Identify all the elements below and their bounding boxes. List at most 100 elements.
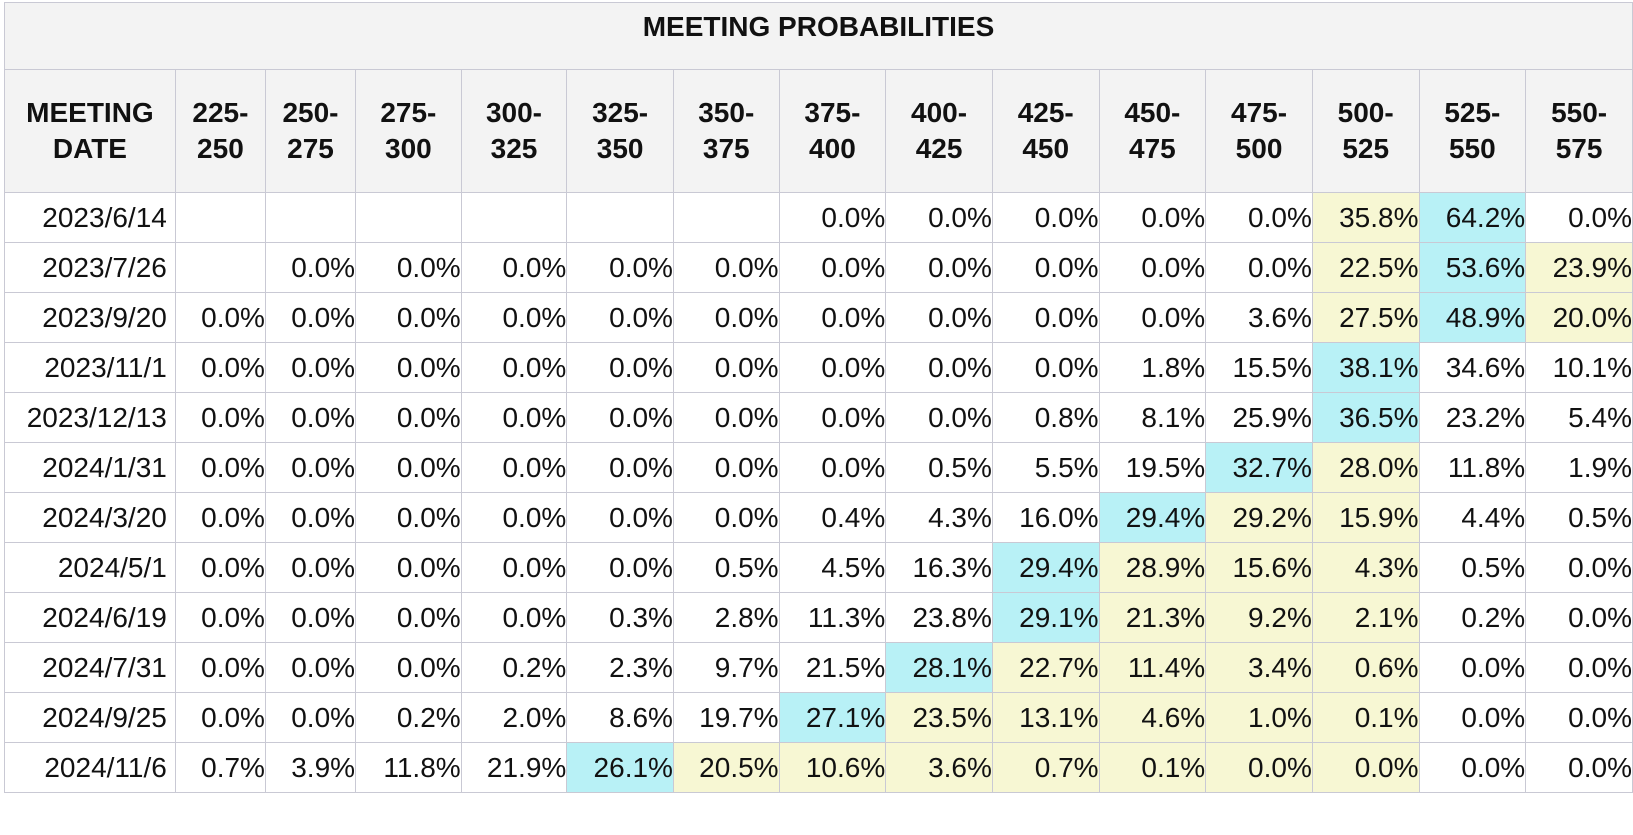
probability-cell: 0.0%	[1205, 742, 1313, 793]
probability-cell: 0.0%	[566, 242, 674, 293]
table-title: MEETING PROBABILITIES	[4, 2, 1633, 70]
probability-cell: 3.6%	[885, 742, 993, 793]
probability-cell: 0.5%	[1418, 542, 1527, 593]
column-header-range: 225- 250	[174, 69, 266, 193]
probability-cell: 0.0%	[672, 492, 780, 543]
range-label-line1: 375-	[804, 97, 861, 128]
range-label-line2: 525	[1342, 133, 1390, 164]
probability-cell: 0.0%	[885, 392, 993, 443]
probability-cell: 1.9%	[1525, 442, 1633, 493]
probability-cell	[355, 192, 462, 243]
range-label-line1: 525-	[1444, 97, 1501, 128]
range-label-line2: 300	[385, 133, 432, 164]
probability-cell: 0.0%	[1418, 742, 1527, 793]
probability-cell: 0.0%	[991, 342, 1100, 393]
probability-cell: 0.0%	[1525, 642, 1633, 693]
probability-cell: 0.0%	[566, 542, 674, 593]
probability-cell: 0.0%	[672, 292, 780, 343]
meeting-probabilities-table: MEETING PROBABILITIES MEETING DATE 225- 2…	[4, 2, 1633, 793]
probability-cell: 26.1%	[566, 742, 674, 793]
range-label-line2: 575	[1555, 133, 1603, 164]
probability-cell: 64.2%	[1418, 192, 1527, 243]
probability-cell: 0.0%	[264, 542, 357, 593]
header-label-line2: DATE	[52, 133, 127, 164]
probability-cell: 0.2%	[460, 642, 568, 693]
range-label-line1: 425-	[1017, 97, 1074, 128]
meeting-date-cell: 2023/11/1	[4, 342, 176, 393]
table-row: 2024/7/31 0.0% 0.0% 0.0% 0.2% 2.3% 9.7% 21.5% 28…	[4, 642, 1633, 693]
probability-cell: 0.0%	[174, 692, 266, 743]
table-row: 2024/1/31 0.0% 0.0% 0.0% 0.0% 0.0% 0.0% 0.0% 0.5…	[4, 442, 1633, 493]
probability-cell: 0.0%	[355, 642, 462, 693]
probability-cell: 0.0%	[778, 442, 887, 493]
table-row: 2024/6/19 0.0% 0.0% 0.0% 0.0% 0.3% 2.8% 11.3% 23…	[4, 592, 1633, 643]
probability-cell: 0.0%	[460, 392, 568, 443]
probabilities-panel: MEETING PROBABILITIES MEETING DATE 225- 2…	[4, 2, 1633, 793]
probability-cell: 0.7%	[991, 742, 1100, 793]
probability-cell: 0.0%	[991, 192, 1100, 243]
probability-cell: 0.0%	[460, 342, 568, 393]
range-label-line1: 300-	[485, 97, 542, 128]
probability-cell: 0.0%	[174, 392, 266, 443]
probability-cell: 9.2%	[1205, 592, 1313, 643]
probability-cell: 0.0%	[355, 392, 462, 443]
probability-cell: 19.7%	[672, 692, 780, 743]
meeting-date-cell: 2023/7/26	[4, 242, 176, 293]
probability-cell: 23.9%	[1525, 242, 1633, 293]
probability-cell: 0.3%	[566, 592, 674, 643]
probability-cell: 0.0%	[778, 292, 887, 343]
probability-cell: 34.6%	[1418, 342, 1527, 393]
probability-cell: 4.3%	[885, 492, 993, 543]
table-row: 2024/3/20 0.0% 0.0% 0.0% 0.0% 0.0% 0.0% 0.4% 4.3…	[4, 492, 1633, 543]
probability-cell: 28.1%	[885, 642, 993, 693]
probability-cell: 0.0%	[1311, 742, 1420, 793]
probability-cell: 0.0%	[566, 342, 674, 393]
probability-cell: 0.0%	[174, 342, 266, 393]
probability-cell: 19.5%	[1098, 442, 1207, 493]
probability-cell: 0.0%	[460, 542, 568, 593]
probability-cell: 28.9%	[1098, 542, 1207, 593]
probability-cell: 0.0%	[460, 592, 568, 643]
probability-cell: 0.0%	[1205, 242, 1313, 293]
probability-cell: 36.5%	[1311, 392, 1420, 443]
meeting-date-cell: 2024/6/19	[4, 592, 176, 643]
probability-cell: 0.0%	[264, 292, 357, 343]
probability-cell: 0.0%	[264, 492, 357, 543]
probability-cell: 15.5%	[1205, 342, 1313, 393]
probability-cell: 0.0%	[778, 192, 887, 243]
probability-cell: 0.0%	[672, 242, 780, 293]
probability-cell: 11.4%	[1098, 642, 1207, 693]
probability-cell: 0.0%	[264, 642, 357, 693]
probability-cell: 0.0%	[1525, 542, 1633, 593]
probability-cell: 8.1%	[1098, 392, 1207, 443]
probability-cell: 16.0%	[991, 492, 1100, 543]
probability-cell: 0.0%	[264, 442, 357, 493]
probability-cell: 2.8%	[672, 592, 780, 643]
column-header-range: 375- 400	[778, 69, 887, 193]
range-label-line1: 550-	[1551, 97, 1608, 128]
column-header-range: 500- 525	[1311, 69, 1420, 193]
range-label-line2: 450	[1022, 133, 1070, 164]
probability-cell: 15.9%	[1311, 492, 1420, 543]
probability-cell: 0.2%	[355, 692, 462, 743]
probability-cell: 10.6%	[778, 742, 887, 793]
probability-cell: 11.3%	[778, 592, 887, 643]
range-label-line1: 500-	[1337, 97, 1394, 128]
probability-cell: 29.4%	[1098, 492, 1207, 543]
range-label-line2: 400	[809, 133, 856, 164]
probability-cell: 0.0%	[1525, 592, 1633, 643]
probability-cell: 11.8%	[355, 742, 462, 793]
probability-cell: 23.8%	[885, 592, 993, 643]
probability-cell: 22.5%	[1311, 242, 1420, 293]
probability-cell: 22.7%	[991, 642, 1100, 693]
probability-cell: 0.0%	[1525, 742, 1633, 793]
table-row: 2023/6/14 0.0% 0.0% 0.0% 0.0% 0.0% 35.8% 64.2% 0…	[4, 192, 1633, 243]
probability-cell: 0.0%	[174, 492, 266, 543]
probability-cell: 0.5%	[1525, 492, 1633, 543]
meeting-date-cell: 2023/12/13	[4, 392, 176, 443]
probability-cell: 11.8%	[1418, 442, 1527, 493]
range-label-line1: 250-	[282, 97, 339, 128]
column-header-range: 275- 300	[355, 69, 462, 193]
probability-cell: 0.0%	[991, 242, 1100, 293]
probability-cell: 0.0%	[672, 392, 780, 443]
